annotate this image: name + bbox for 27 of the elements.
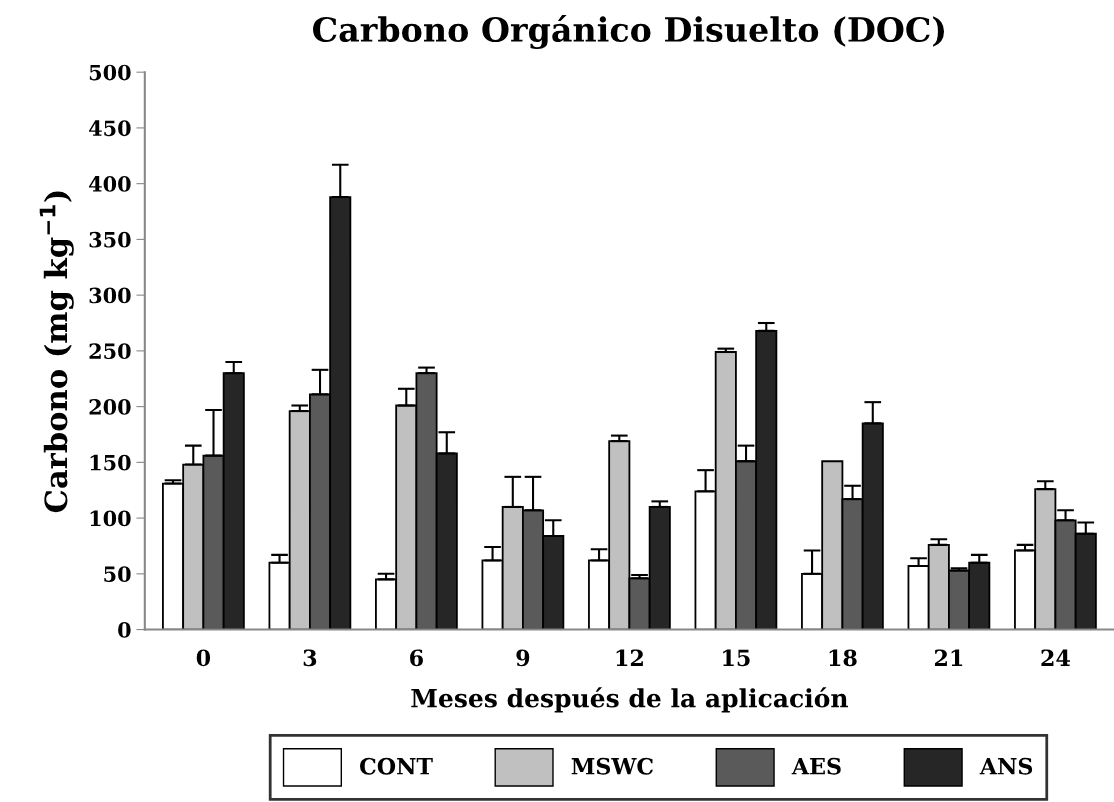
y-tick-label: 500 bbox=[89, 64, 131, 81]
x-tick-label: 15 bbox=[723, 649, 750, 667]
y-tick-label: 350 bbox=[89, 231, 131, 248]
x-tick-label: 9 bbox=[516, 649, 530, 667]
legend-label: ANS bbox=[979, 757, 1033, 775]
x-tick-label: 0 bbox=[196, 649, 211, 667]
x-tick-label: 24 bbox=[1041, 649, 1070, 666]
x-tick-label: 18 bbox=[829, 649, 857, 667]
y-tick-label: 450 bbox=[89, 120, 131, 137]
y-tick-label: 400 bbox=[89, 176, 131, 192]
legend-label: CONT bbox=[360, 757, 433, 775]
y-tick-label: 0 bbox=[118, 622, 131, 638]
chart-title: Carbono Orgánico Disuelto (DOC) bbox=[313, 14, 944, 50]
legend-label: MSWC bbox=[571, 757, 653, 775]
x-tick-label: 6 bbox=[410, 649, 423, 667]
x-axis-title: Meses después de la aplicación bbox=[411, 687, 848, 713]
y-tick-label: 100 bbox=[90, 510, 131, 527]
x-tick-label: 3 bbox=[303, 649, 317, 667]
y-tick-label: 300 bbox=[89, 287, 131, 304]
y-tick-label: 50 bbox=[104, 566, 131, 583]
x-tick-label: 21 bbox=[934, 649, 963, 666]
y-tick-label: 150 bbox=[90, 454, 131, 471]
x-tick-label: 12 bbox=[616, 649, 643, 666]
y-tick-label: 250 bbox=[89, 343, 131, 360]
y-axis-title: Carbono (mg kg$^{−1}$) bbox=[39, 191, 74, 513]
y-tick-label: 200 bbox=[89, 399, 131, 415]
legend-label: AES bbox=[791, 757, 841, 775]
